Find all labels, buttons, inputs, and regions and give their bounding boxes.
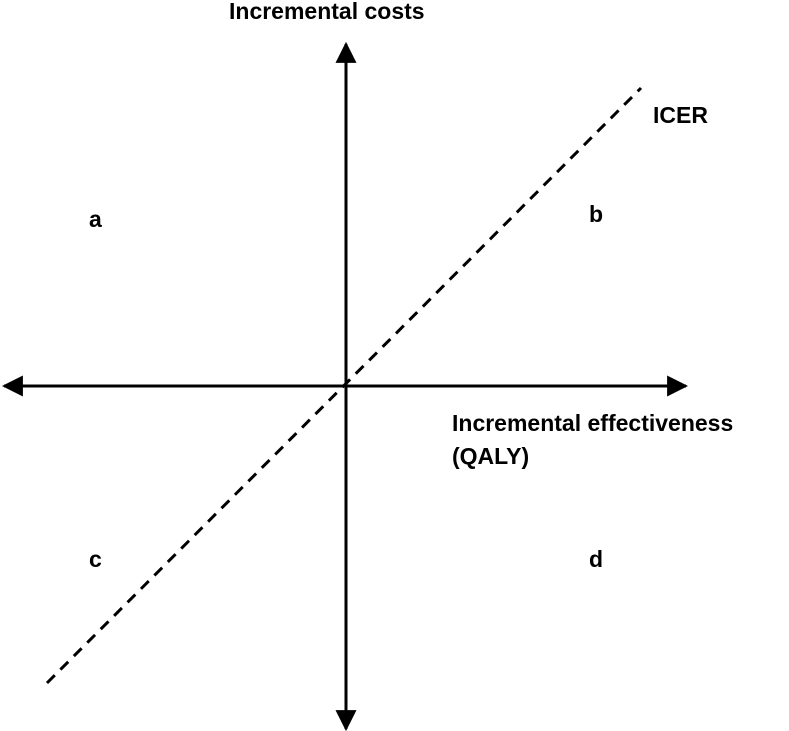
quadrant-b-label: b [589, 201, 604, 227]
x-axis-label-line2: (QALY) [452, 443, 530, 469]
icer-line [45, 86, 643, 685]
x-axis-label: Incremental effectiveness (QALY) [452, 407, 733, 473]
quadrant-c-label: c [89, 546, 102, 572]
x-axis-label-line1: Incremental effectiveness [452, 410, 734, 436]
y-axis-label: Incremental costs [229, 0, 425, 24]
icer-label: ICER [653, 102, 708, 128]
quadrant-d-label: d [589, 546, 604, 572]
quadrant-a-label: a [89, 206, 102, 232]
